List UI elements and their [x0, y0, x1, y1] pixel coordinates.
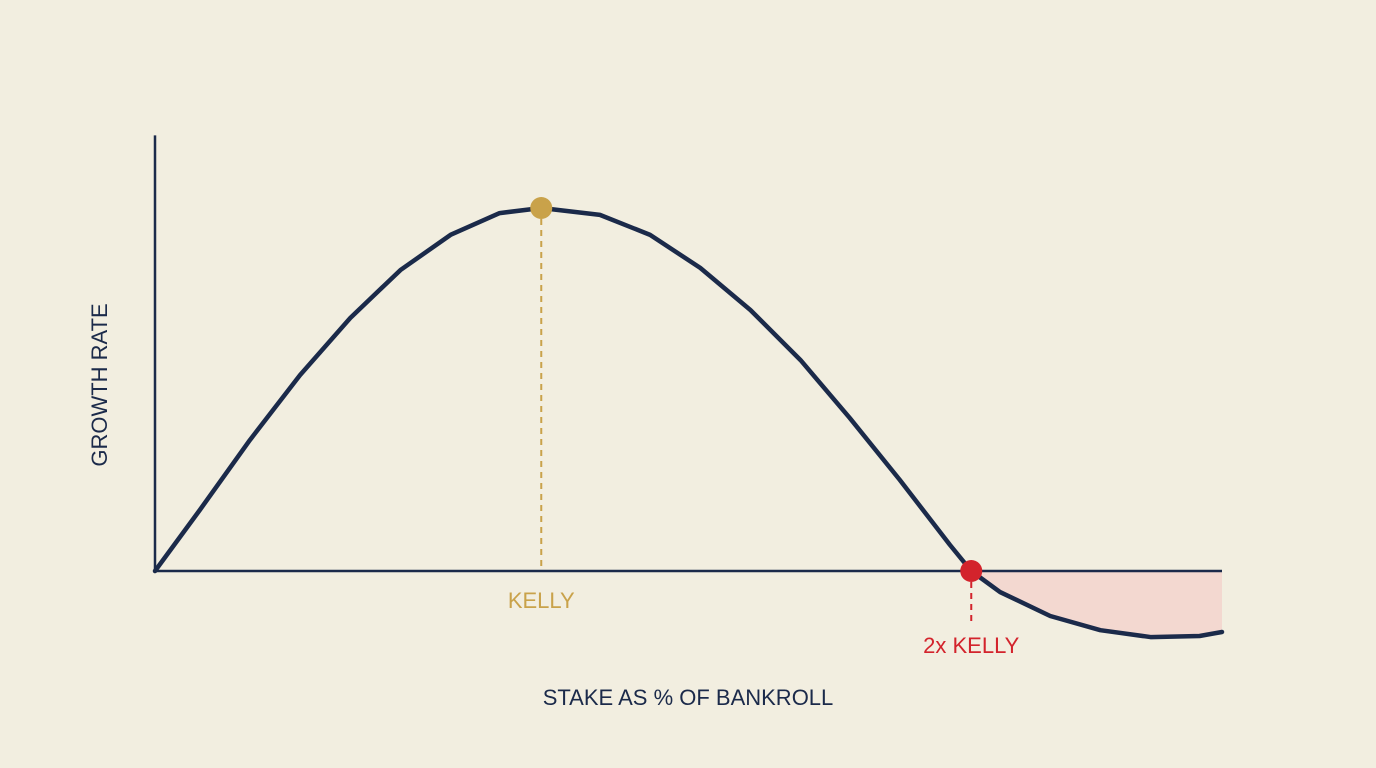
y-axis-label: GROWTH RATE — [87, 303, 112, 466]
annotation-marker — [960, 560, 983, 582]
x-axis-label: STAKE AS % OF BANKROLL — [543, 685, 834, 710]
annotation-label: 2x KELLY — [923, 633, 1020, 658]
growth-curve — [152, 205, 1225, 640]
annotation-marker — [530, 197, 553, 219]
negative-area — [971, 571, 1222, 638]
annotation-label: KELLY — [508, 588, 575, 613]
